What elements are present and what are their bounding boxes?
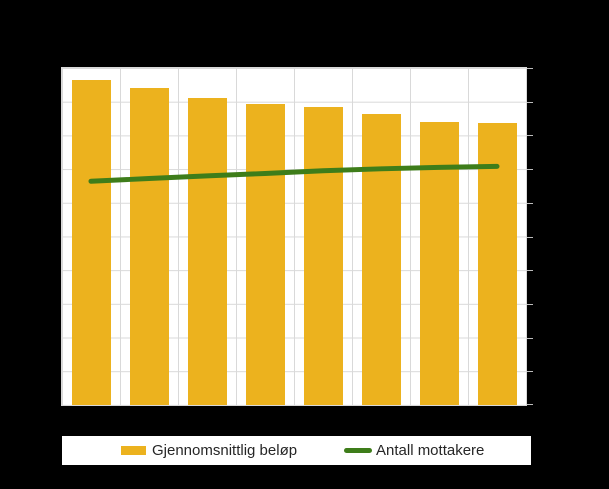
bar [419, 121, 459, 405]
bar [245, 103, 285, 405]
plot-area [61, 67, 533, 406]
axis-tick [527, 169, 533, 171]
axis-tick [527, 68, 533, 69]
legend-item-average-amount: Gjennomsnittlig beløp [121, 436, 297, 465]
axis-tick [527, 404, 533, 405]
bar-swatch-icon [121, 446, 146, 455]
axis-tick [527, 202, 533, 204]
bar [129, 87, 169, 405]
legend-label: Gjennomsnittlig beløp [152, 442, 298, 459]
bar [477, 122, 517, 405]
axis-tick [527, 270, 533, 272]
axis-tick [527, 135, 533, 137]
legend-label: Antall mottakere [376, 442, 485, 459]
axis-tick [527, 303, 533, 305]
axis-tick [527, 101, 533, 103]
axis-tick [527, 337, 533, 339]
axis-tick [527, 371, 533, 373]
bar [71, 80, 111, 405]
bar [303, 106, 343, 405]
axis-tick [527, 236, 533, 238]
bar [361, 113, 401, 405]
line-swatch-icon [344, 448, 372, 453]
bar [187, 98, 227, 405]
legend-item-recipients: Antall mottakere [344, 436, 484, 465]
legend: Gjennomsnittlig beløp Antall mottakere [62, 436, 531, 465]
